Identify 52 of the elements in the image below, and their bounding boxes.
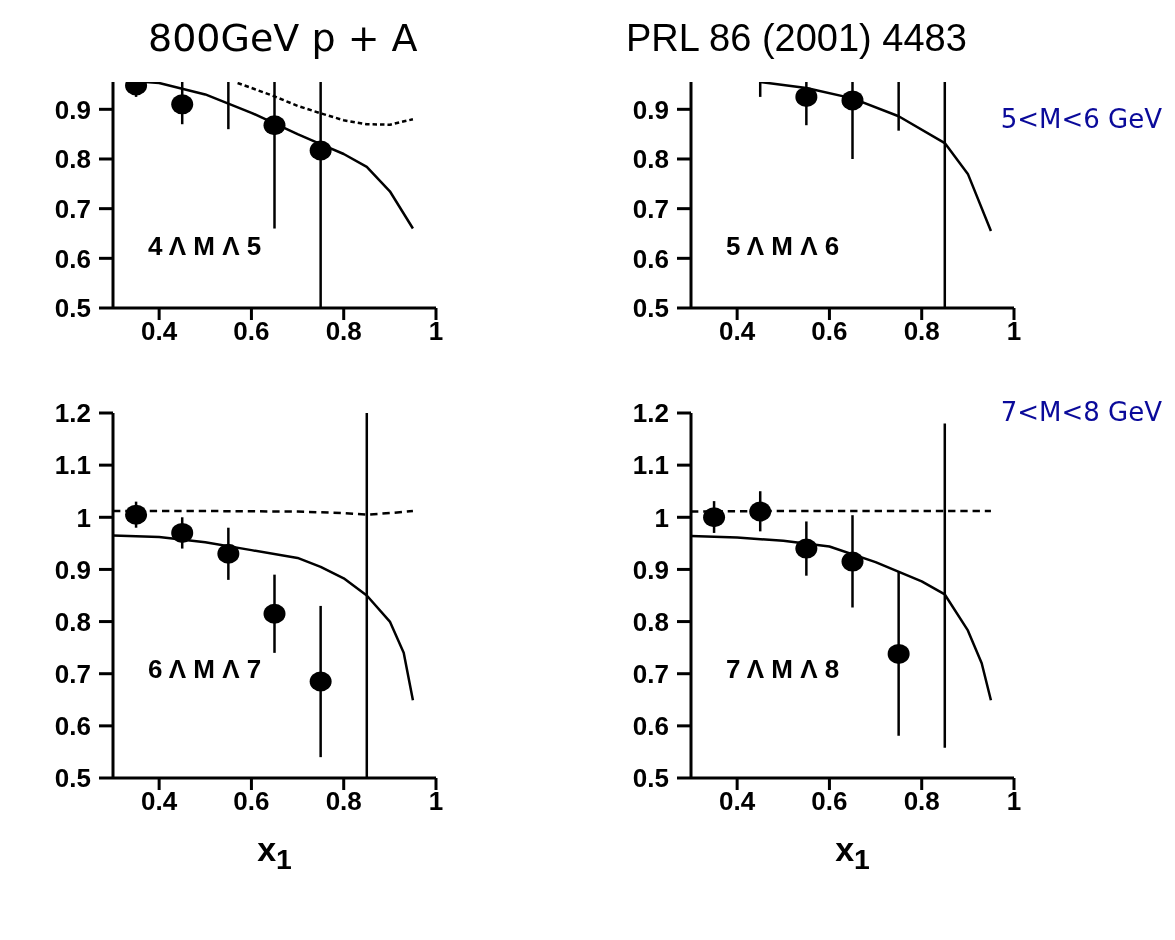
y-tick-label: 0.5 xyxy=(54,293,91,324)
y-tick-label: 1 xyxy=(76,502,91,533)
annotation: 7<M<8 GeV xyxy=(1000,397,1162,427)
y-tick-label: 1.2 xyxy=(632,398,669,429)
x-tick-label: 0.6 xyxy=(811,786,848,817)
y-tick-label: 0.6 xyxy=(632,711,669,742)
y-tick-label: 0.8 xyxy=(54,606,91,637)
y-tick-label: 0.5 xyxy=(632,763,669,794)
x-tick-label: 1 xyxy=(428,786,444,817)
y-tick-label: 0.7 xyxy=(54,658,91,689)
annotation: 5 Λ M Λ 6 xyxy=(726,231,840,263)
y-tick-label: 1.1 xyxy=(632,450,669,481)
x-tick-label: 0.8 xyxy=(903,786,940,817)
x-tick-label: 0.4 xyxy=(141,786,178,817)
y-tick-label: 0.6 xyxy=(632,243,669,274)
chart-title: 800GeV p + A xyxy=(147,15,419,62)
y-tick-label: 0.6 xyxy=(54,243,91,274)
y-tick-label: 0.6 xyxy=(54,711,91,742)
y-tick-label: 0.9 xyxy=(54,94,91,125)
x-tick-label: 0.8 xyxy=(325,316,362,347)
y-tick-label: 1.1 xyxy=(54,450,91,481)
annotation: 4 Λ M Λ 5 xyxy=(148,231,262,263)
x-axis-title: x$_{1}$ xyxy=(256,830,293,876)
x-tick-label: 1 xyxy=(1006,316,1022,347)
y-tick-label: 0.5 xyxy=(632,293,669,324)
y-tick-label: 0.8 xyxy=(632,144,669,175)
x-tick-label: 0.6 xyxy=(233,786,270,817)
x-tick-label: 0.4 xyxy=(719,786,756,817)
x-tick-label: 1 xyxy=(1006,786,1022,817)
y-tick-label: 1 xyxy=(654,502,669,533)
y-tick-label: 0.9 xyxy=(632,554,669,585)
annotation: 7 Λ M Λ 8 xyxy=(726,653,840,685)
y-tick-label: 0.9 xyxy=(54,554,91,585)
annotation: 6 Λ M Λ 7 xyxy=(148,653,262,685)
x-tick-label: 0.6 xyxy=(811,316,848,347)
x-tick-label: 0.6 xyxy=(233,316,270,347)
y-tick-label: 0.5 xyxy=(54,763,91,794)
y-tick-label: 0.7 xyxy=(632,658,669,689)
y-tick-label: 0.8 xyxy=(632,606,669,637)
chart-title: PRL 86 (2001) 4483 xyxy=(625,16,968,61)
y-tick-label: 0.8 xyxy=(54,144,91,175)
x-tick-label: 0.8 xyxy=(903,316,940,347)
x-tick-label: 0.4 xyxy=(719,316,756,347)
y-tick-label: 0.7 xyxy=(54,193,91,224)
x-tick-label: 0.8 xyxy=(325,786,362,817)
x-axis-title: x$_{1}$ xyxy=(834,830,871,876)
y-tick-label: 0.9 xyxy=(632,94,669,125)
x-tick-label: 1 xyxy=(428,316,444,347)
y-tick-label: 1.2 xyxy=(54,398,91,429)
annotation: 5<M<6 GeV xyxy=(1000,104,1162,134)
y-tick-label: 0.7 xyxy=(632,193,669,224)
x-tick-label: 0.4 xyxy=(141,316,178,347)
